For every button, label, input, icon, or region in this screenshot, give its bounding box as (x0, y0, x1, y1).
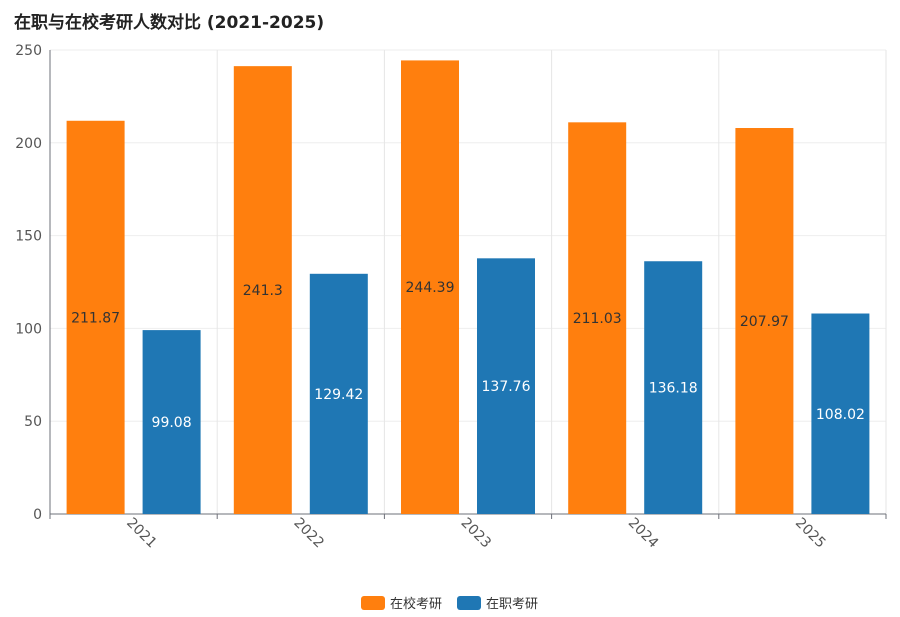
bar-in-service (477, 258, 535, 514)
legend-label: 在职考研 (486, 597, 538, 612)
bar-in-school (66, 120, 125, 514)
bar-in-school (735, 128, 794, 514)
data-label: 137.76 (482, 379, 531, 395)
bar-in-service (142, 330, 201, 514)
x-tick-label: 2025 (792, 515, 829, 552)
legend-swatch (457, 596, 481, 610)
data-label: 211.03 (573, 311, 622, 327)
data-label: 244.39 (406, 280, 455, 296)
bars-layer (66, 60, 870, 515)
labels-layer: 211.87 241.3 244.39 211.03 207.97 99.08 129.42… (71, 280, 865, 431)
y-tick-label: 100 (15, 321, 42, 337)
x-tick-label: 2024 (625, 515, 662, 552)
bar-in-school (401, 60, 459, 514)
y-tick-label: 0 (33, 507, 42, 523)
x-tick-label: 2022 (290, 515, 327, 552)
data-label: 129.42 (314, 387, 363, 403)
data-label: 211.87 (71, 310, 120, 326)
legend: 在校考研 在职考研 (361, 596, 538, 612)
bar-in-service (309, 273, 368, 514)
y-tick-label: 200 (15, 136, 42, 152)
data-label: 99.08 (152, 415, 192, 431)
bar-in-school (233, 66, 292, 514)
chart-title: 在职与在校考研人数对比 (2021-2025) (14, 13, 325, 33)
x-tick-label: 2021 (123, 515, 160, 552)
data-label: 207.97 (740, 314, 789, 330)
data-label: 136.18 (649, 381, 698, 397)
legend-label: 在校考研 (390, 596, 442, 612)
data-label: 108.02 (816, 407, 865, 423)
bar-in-service (644, 261, 703, 514)
y-tick-label: 50 (24, 414, 42, 430)
bar-in-school (568, 122, 627, 515)
data-label: 241.3 (243, 283, 283, 299)
x-tick-label: 2023 (458, 515, 495, 552)
y-tick-label: 150 (15, 229, 42, 245)
legend-swatch (361, 596, 385, 610)
y-tick-label: 250 (15, 43, 42, 59)
bar-in-service (811, 313, 870, 514)
